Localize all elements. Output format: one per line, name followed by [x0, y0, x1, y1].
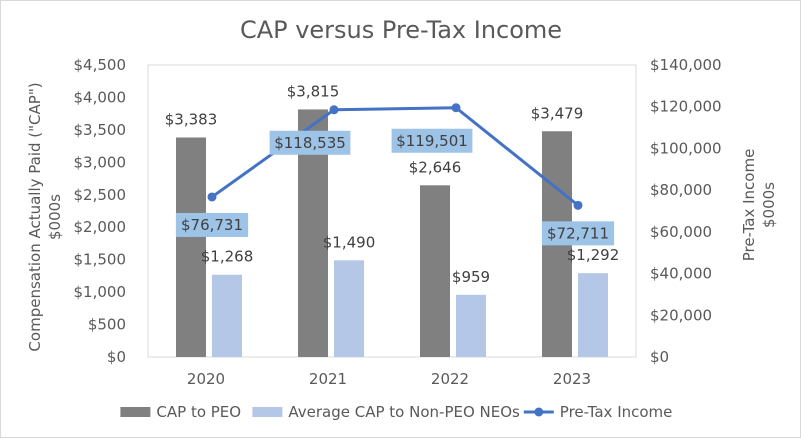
- pretax-income-line: [211, 106, 579, 207]
- legend-swatch-0: [120, 407, 151, 417]
- y2-tick-label: $0: [650, 348, 669, 366]
- pretax-label-bg-2021: [269, 130, 351, 155]
- pretax-label-2023: $72,711: [547, 224, 609, 242]
- pretax-label-2021: $118,535: [274, 134, 346, 152]
- bar-cap-non-peo-2022: [456, 294, 486, 357]
- pretax-point-2023: [573, 200, 583, 210]
- y-tick-label: $0: [107, 348, 126, 366]
- label-cap-non-peo-2021: $1,490: [323, 233, 376, 251]
- pretax-label-bg-2023: [541, 221, 615, 246]
- x-tick-label: 2021: [309, 370, 347, 388]
- y2-tick-label: $40,000: [650, 265, 712, 283]
- y2-tick-label: $60,000: [650, 223, 712, 241]
- y2-tick-label: $100,000: [650, 139, 722, 157]
- y-tick-label: $2,000: [74, 218, 127, 236]
- pretax-point-2021: [329, 105, 339, 115]
- chart-title: CAP versus Pre-Tax Income: [240, 16, 562, 44]
- legend: CAP to PEO Average CAP to Non-PEO NEOs Pre…: [120, 403, 672, 421]
- x-tick-label: 2020: [187, 370, 225, 388]
- label-cap-peo-2021: $3,815: [287, 82, 340, 100]
- legend-marker-2: [534, 407, 544, 417]
- y2-tick-label: $80,000: [650, 181, 712, 199]
- y-axis-title: Compensation Actually Paid ("CAP"): [26, 82, 44, 351]
- y-tick-label: $1,500: [74, 251, 127, 269]
- pretax-point-2020: [207, 192, 217, 202]
- plot-border: [147, 64, 637, 358]
- label-cap-peo-2022: $2,646: [409, 158, 462, 176]
- y2-tick-label: $20,000: [650, 306, 712, 324]
- x-tick-label: 2022: [431, 370, 469, 388]
- y-tick-label: $500: [88, 316, 126, 334]
- legend-label-1: Average CAP to Non-PEO NEOs: [288, 403, 520, 421]
- y2-tick-label: $120,000: [650, 98, 722, 116]
- legend-swatch-1: [252, 407, 283, 417]
- bar-cap-peo-2020: [176, 137, 206, 357]
- plot-area: $0 $500 $1,000 $1,500 $2,000 $2,500 $3,000 $3,5…: [26, 56, 778, 388]
- y2-tick-label: $140,000: [650, 56, 722, 74]
- y-tick-label: $4,500: [74, 56, 127, 74]
- y-tick-label: $3,500: [74, 121, 127, 139]
- y2-axis-title: Pre-Tax Income: [740, 149, 758, 262]
- y-tick-label: $2,500: [74, 186, 127, 204]
- bar-cap-non-peo-2023: [578, 273, 608, 357]
- bar-cap-peo-2022: [420, 185, 450, 357]
- y2-axis-unit: $000s: [760, 182, 778, 228]
- label-cap-non-peo-2022: $959: [452, 268, 490, 286]
- y-tick-label: $1,000: [74, 283, 127, 301]
- pretax-label-2022: $119,501: [396, 132, 468, 150]
- pretax-label-2020: $76,731: [181, 216, 243, 234]
- pretax-label-bg-2022: [391, 128, 473, 153]
- bar-cap-non-peo-2021: [334, 260, 364, 357]
- pretax-point-2022: [451, 103, 461, 113]
- legend-label-2: Pre-Tax Income: [560, 403, 673, 421]
- y-axis-unit: $000s: [46, 194, 64, 240]
- y-tick-label: $3,000: [74, 153, 127, 171]
- pretax-label-bg-2020: [175, 212, 249, 237]
- bar-cap-non-peo-2020: [212, 274, 242, 357]
- legend-label-0: CAP to PEO: [156, 403, 241, 421]
- label-cap-peo-2023: $3,479: [531, 104, 584, 122]
- y-tick-label: $4,000: [74, 88, 127, 106]
- label-cap-non-peo-2020: $1,268: [201, 248, 254, 266]
- label-cap-non-peo-2023: $1,292: [567, 246, 620, 264]
- x-tick-label: 2023: [553, 370, 591, 388]
- label-cap-peo-2020: $3,383: [165, 110, 218, 128]
